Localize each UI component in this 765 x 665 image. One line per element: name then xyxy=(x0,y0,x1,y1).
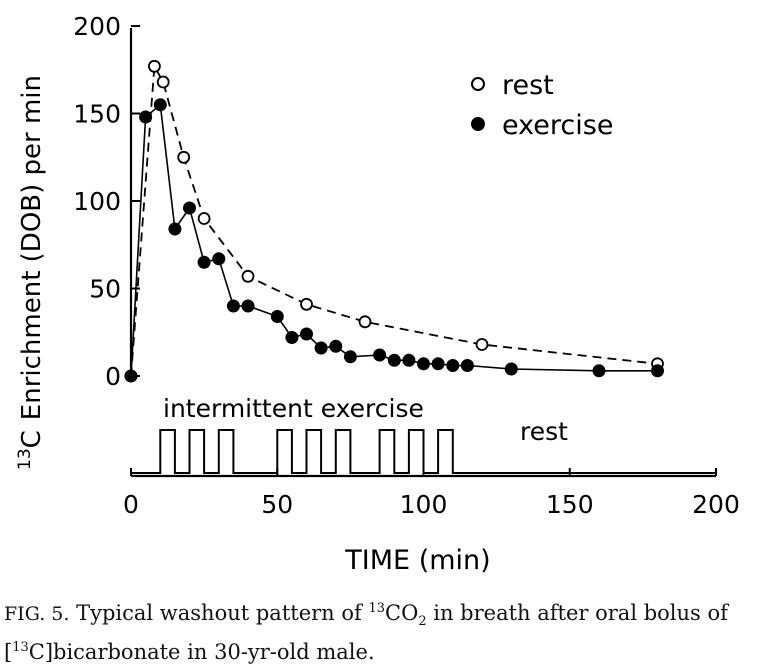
legend-rest-label: rest xyxy=(502,70,554,101)
series-exercise-point-23 xyxy=(592,364,606,378)
y-label-main: Enrichment (DOB) per min xyxy=(17,75,47,420)
schedule-label: intermittent exercise xyxy=(163,394,424,423)
y-axis-label: 13C Enrichment (DOB) per min xyxy=(15,75,47,470)
series-exercise-point-0 xyxy=(124,369,138,383)
axes: 0 50 100 150 200 0 50 100 150 200 xyxy=(73,12,740,519)
series-rest-point-1 xyxy=(147,59,161,73)
y-tick-label-2: 100 xyxy=(73,187,121,216)
caption-text-1: Typical washout pattern of xyxy=(69,601,369,625)
x-tick-label-3: 150 xyxy=(546,490,594,519)
caption-sub-1: 2 xyxy=(418,614,427,630)
y-label-superscript: 13 xyxy=(15,448,35,470)
caption-text-2: CO xyxy=(385,601,419,625)
series-exercise-point-12 xyxy=(314,341,328,355)
series-exercise-point-21 xyxy=(460,359,474,372)
series-rest-point-6 xyxy=(300,297,313,311)
series-exercise-point-1 xyxy=(139,110,153,124)
series-exercise-point-9 xyxy=(270,310,284,323)
exercise-schedule: intermittent exercise rest xyxy=(131,394,716,474)
caption-sup-1: 13 xyxy=(368,601,386,616)
washout-chart: 0 50 100 150 200 0 50 100 150 200 13C Enrichment … xyxy=(15,12,740,576)
series-rest-line xyxy=(130,63,658,377)
legend: rest exercise xyxy=(471,70,613,141)
series-exercise-point-22 xyxy=(504,362,518,376)
svg-text:13CEnrichment (DOB) per min: 13C Enrichment (DOB) per min xyxy=(15,75,47,470)
y-tick-label-1: 50 xyxy=(89,275,121,304)
x-tick-label-2: 100 xyxy=(400,490,448,519)
series-rest-point-3 xyxy=(177,150,191,164)
series-exercise-point-2 xyxy=(153,98,167,112)
x-tick-label-0: 0 xyxy=(123,490,139,519)
series-exercise-line xyxy=(130,103,658,377)
series-exercise-point-5 xyxy=(197,255,211,269)
series-exercise-point-17 xyxy=(402,353,416,367)
figure-caption: FIG. 5. Typical washout pattern of 13CO2… xyxy=(4,596,764,665)
y-tick-label-3: 150 xyxy=(73,100,121,129)
series-exercise-point-6 xyxy=(212,252,226,266)
schedule-rest-label: rest xyxy=(520,417,568,446)
y-tick-label-4: 200 xyxy=(73,12,121,41)
legend-rest-marker xyxy=(471,77,485,91)
series-exercise-point-16 xyxy=(387,353,401,367)
series-exercise-point-3 xyxy=(168,222,182,236)
series-exercise-point-24 xyxy=(651,364,664,378)
series-exercise-point-19 xyxy=(431,357,445,371)
series-exercise-point-13 xyxy=(329,339,343,353)
legend-exercise-marker xyxy=(471,117,485,131)
series-rest-point-4 xyxy=(197,212,211,225)
y-tick-label-0: 0 xyxy=(105,362,121,391)
legend-exercise-label: exercise xyxy=(502,110,613,141)
schedule-trace xyxy=(131,429,716,474)
series-rest-point-7 xyxy=(358,315,372,329)
caption-fig-label: FIG. 5. xyxy=(4,603,70,625)
caption-sup-2: 13 xyxy=(12,640,29,656)
series-rest-point-2 xyxy=(156,75,170,89)
series-exercise-point-7 xyxy=(226,299,240,313)
y-label-prefix: C xyxy=(17,430,47,448)
series-rest-point-5 xyxy=(241,269,255,283)
series-exercise-point-8 xyxy=(241,299,255,313)
x-tick-label-4: 200 xyxy=(692,490,740,519)
x-tick-label-1: 50 xyxy=(261,490,293,519)
series-exercise-point-14 xyxy=(343,350,357,364)
series-exercise-point-15 xyxy=(373,348,387,362)
series-exercise-point-10 xyxy=(285,331,299,344)
x-axis-label: TIME (min) xyxy=(344,545,490,576)
series-exercise-point-11 xyxy=(300,327,313,341)
series-rest-point-8 xyxy=(475,338,489,351)
series-exercise-point-18 xyxy=(417,357,430,371)
caption-text-4: C]bicarbonate in 30-yr-old male. xyxy=(28,640,375,665)
series-exercise-point-20 xyxy=(446,359,460,372)
series-exercise-point-4 xyxy=(183,201,196,215)
